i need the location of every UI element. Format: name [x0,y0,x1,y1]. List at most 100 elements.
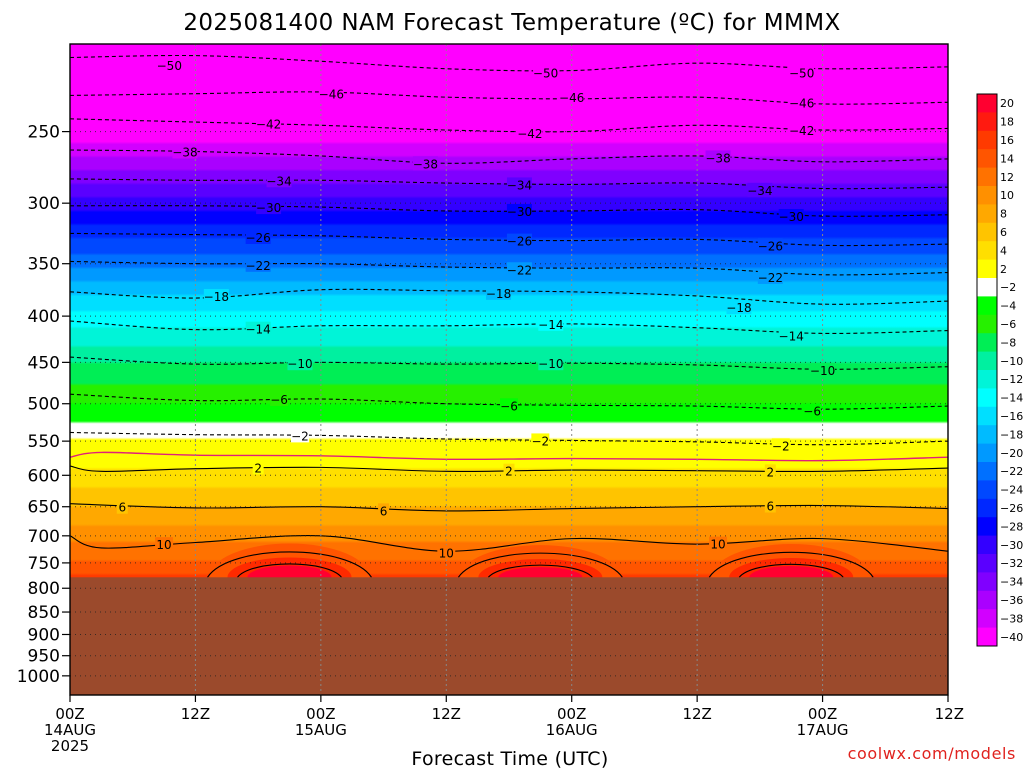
isotherm-label-bg [486,285,512,300]
y-tick-label: 950 [28,647,60,667]
isotherm-label-bg [810,363,836,378]
isotherm-labels: −50−50 −50−46 −46 −46−42−42 −42−38−38 −38−34−… [116,58,836,560]
colorbar-label: −38 [1000,612,1023,625]
isotherm-label-bg [778,328,804,343]
x-tick-label: 00Z [55,705,84,723]
isotherm-label-bg [559,90,585,105]
isotherm-label: −50 [533,66,558,80]
isotherm-label: −38 [172,146,197,160]
isotherm-label: −14 [779,329,804,343]
isotherm-label-bg [771,438,790,453]
terrain-mask [70,577,948,695]
isotherm-label-bg [778,209,804,224]
colorbar-swatch [977,443,997,463]
colorbar-label: 12 [1000,171,1014,184]
isotherm-label-bg [203,288,229,303]
x-tick-label: 12Z [682,705,711,723]
isotherm-label-bg [747,182,773,197]
isotherm-label-bg [245,230,271,245]
x-tick-label: 00Z [808,705,837,723]
colorbar-swatch [977,259,997,279]
core-contour [738,563,844,578]
isotherm-label-bg [517,126,543,141]
isotherm-label-bg [378,503,390,518]
y-tick-label: 700 [28,527,60,547]
colorbar-swatch [977,370,997,389]
isotherm-label: −18 [726,301,751,315]
y-tick-label: 850 [28,603,60,623]
colorbar-swatch [977,406,997,426]
colorbar-label: −16 [1000,410,1023,423]
isotherm-label: −46 [559,91,584,105]
isotherm-label: 2 [505,465,513,479]
credit-link[interactable]: coolwx.com/models [848,744,1016,763]
isotherm-label: −6 [270,393,288,407]
colorbar-label: 16 [1000,134,1014,147]
isotherm-label-bg [412,156,438,171]
isotherm-label: −14 [245,323,270,337]
isotherm-label: 10 [710,538,725,552]
colorbar-swatch [977,296,997,316]
colorbar-label: −24 [1000,484,1023,497]
colorbar-label: −8 [1000,336,1016,349]
isotherm-label-bg [764,498,776,513]
colorbar-swatch [977,241,997,261]
isotherm-line [70,503,948,512]
y-tick-label: 450 [28,353,60,373]
colorbar-swatch [977,517,997,537]
y-tick-label: 500 [28,395,60,415]
isotherm-label-bg [437,545,456,560]
isotherm-label: −34 [507,178,532,192]
isotherm-label: −22 [245,259,270,273]
isotherm-label-bg [803,403,822,418]
colorbar-frame [976,93,998,647]
isotherm-label-bg [287,356,313,371]
isotherm-label-bg [252,460,264,475]
isotherm-label-bg [172,144,198,159]
colorbar-label: 14 [1000,152,1014,165]
colorbar-label: −28 [1000,520,1023,533]
isotherm-label: −34 [747,184,772,198]
isotherm-label-bg [789,123,815,138]
colorbar-swatch [977,94,997,113]
y-tick-label: 750 [28,554,60,574]
plot-area: −50−50 −50−46 −46 −46−42−42 −42−38−38 −38−34−… [69,43,949,696]
x-tick-day: 14AUG [44,721,96,739]
isotherm-line [70,451,948,462]
isotherm-label: −30 [779,210,804,224]
colorbar-swatch [977,222,997,242]
colorbar-swatch [977,204,997,224]
colorbar-label: 6 [1000,226,1007,239]
x-tick-label: 12Z [432,705,461,723]
isotherm-label: −6 [500,399,518,413]
isotherm-line [70,205,948,217]
isotherm-label-bg [506,203,532,218]
core-contour [708,551,874,578]
colorbar-label: 4 [1000,244,1007,257]
isotherm-label-bg [531,433,550,448]
isotherm-label: −30 [256,201,281,215]
colorbar-swatch [977,498,997,518]
colorbar-label: −10 [1000,355,1023,368]
y-tick-label: 800 [28,579,60,599]
isotherm-label: −42 [256,118,281,132]
isotherm-label-bg [538,316,564,331]
colorbar-swatch [977,186,997,205]
colorbar-swatch [977,278,997,297]
isotherm-label: 10 [439,546,454,560]
isotherm-label-bg [789,95,815,110]
y-tick-label: 600 [28,466,60,486]
isotherm-label-bg [503,463,515,478]
core-contour [237,563,342,578]
chart-title: 2025081400 NAM Forecast Temperature (ºC)… [183,10,840,36]
isotherm-label: −34 [266,174,291,188]
isotherm-label: −10 [287,357,312,371]
colorbar-label: −6 [1000,318,1016,331]
isotherm-label: −38 [705,151,730,165]
isotherm-label-bg [533,65,559,80]
colorbar-label: −36 [1000,594,1023,607]
isotherm-line [70,178,948,190]
y-axis: 2503003504004505005506006507007508008509… [17,123,70,687]
isotherm-label: 6 [380,504,388,518]
